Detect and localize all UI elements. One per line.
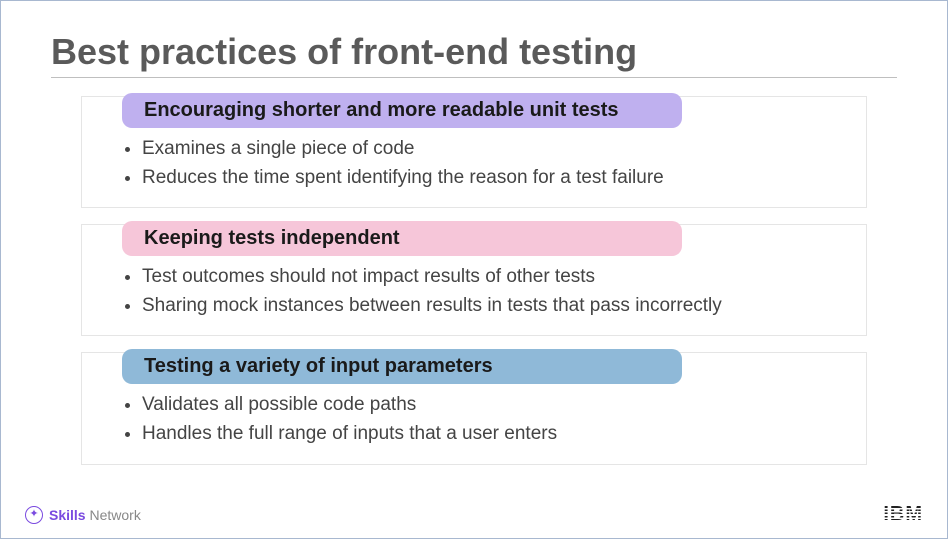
- practices-container: Encouraging shorter and more readable un…: [51, 96, 897, 465]
- footer: ✦ Skills Network IBM: [25, 503, 923, 526]
- title-divider: [51, 77, 897, 78]
- list-item: Reduces the time spent identifying the r…: [142, 165, 826, 192]
- skills-network-brand: ✦ Skills Network: [25, 506, 141, 524]
- skills-network-text: Skills Network: [49, 507, 141, 523]
- practice-list-1: Test outcomes should not impact results …: [82, 258, 866, 325]
- practice-box-0: Encouraging shorter and more readable un…: [81, 96, 867, 208]
- slide-title: Best practices of front-end testing: [51, 31, 897, 73]
- practice-pill-0: Encouraging shorter and more readable un…: [122, 93, 682, 128]
- list-item: Examines a single piece of code: [142, 136, 826, 163]
- skills-network-icon: ✦: [25, 506, 43, 524]
- list-item: Sharing mock instances between results i…: [142, 293, 826, 320]
- practice-pill-1: Keeping tests independent: [122, 221, 682, 256]
- skills-label-light: Network: [89, 507, 140, 523]
- list-item: Validates all possible code paths: [142, 392, 826, 419]
- skills-label-bold: Skills: [49, 507, 86, 523]
- ibm-logo: IBM: [883, 503, 923, 526]
- practice-box-1: Keeping tests independent Test outcomes s…: [81, 224, 867, 336]
- practice-box-2: Testing a variety of input parametersVal…: [81, 352, 867, 464]
- practice-list-0: Examines a single piece of codeReduces t…: [82, 130, 866, 197]
- list-item: Handles the full range of inputs that a …: [142, 421, 826, 448]
- list-item: Test outcomes should not impact results …: [142, 264, 826, 291]
- practice-pill-2: Testing a variety of input parameters: [122, 349, 682, 384]
- practice-list-2: Validates all possible code pathsHandles…: [82, 386, 866, 453]
